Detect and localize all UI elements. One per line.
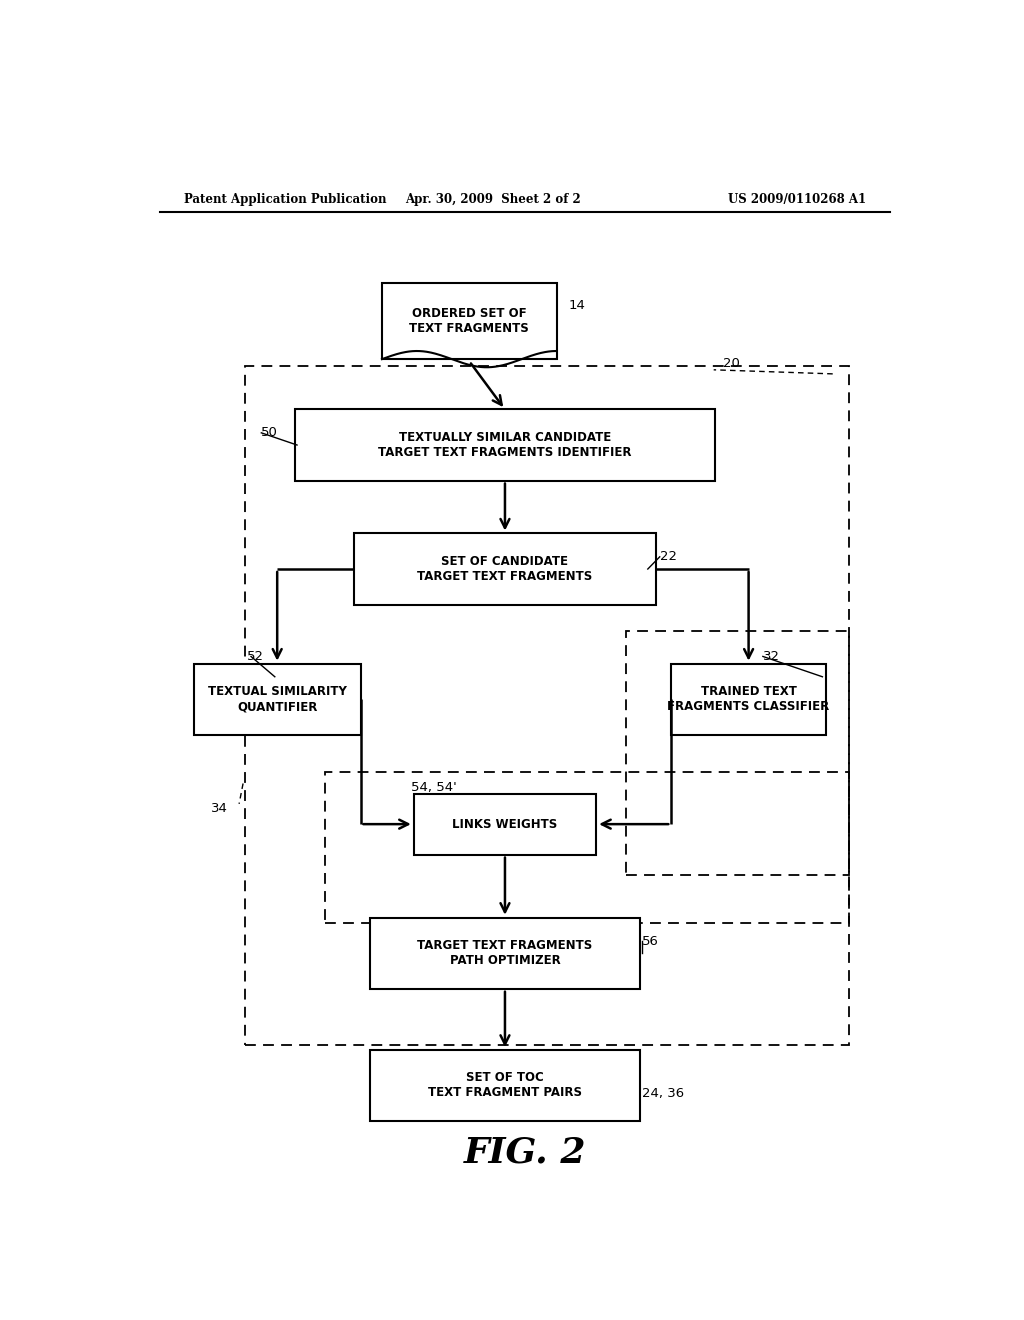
Text: Patent Application Publication: Patent Application Publication bbox=[183, 193, 386, 206]
Text: 32: 32 bbox=[763, 649, 780, 663]
Bar bbox=[370, 917, 640, 989]
Text: TRAINED TEXT
FRAGMENTS CLASSIFIER: TRAINED TEXT FRAGMENTS CLASSIFIER bbox=[668, 685, 829, 713]
Text: SET OF TOC
TEXT FRAGMENT PAIRS: SET OF TOC TEXT FRAGMENT PAIRS bbox=[428, 1072, 582, 1100]
Text: 22: 22 bbox=[659, 550, 677, 564]
Bar bbox=[627, 631, 849, 875]
Text: LINKS WEIGHTS: LINKS WEIGHTS bbox=[453, 817, 558, 830]
Text: SET OF CANDIDATE
TARGET TEXT FRAGMENTS: SET OF CANDIDATE TARGET TEXT FRAGMENTS bbox=[418, 554, 593, 583]
Text: TEXTUAL SIMILARITY
QUANTIFIER: TEXTUAL SIMILARITY QUANTIFIER bbox=[208, 685, 347, 713]
Text: ORDERED SET OF
TEXT FRAGMENTS: ORDERED SET OF TEXT FRAGMENTS bbox=[410, 308, 529, 335]
Bar bbox=[382, 282, 557, 359]
Bar bbox=[295, 409, 715, 480]
Text: US 2009/0110268 A1: US 2009/0110268 A1 bbox=[728, 193, 866, 206]
Text: 56: 56 bbox=[642, 935, 659, 948]
Text: 34: 34 bbox=[211, 803, 228, 816]
Text: 24, 36: 24, 36 bbox=[642, 1086, 684, 1100]
Bar bbox=[671, 664, 826, 735]
Text: FIG. 2: FIG. 2 bbox=[464, 1135, 586, 1170]
Text: TEXTUALLY SIMILAR CANDIDATE
TARGET TEXT FRAGMENTS IDENTIFIER: TEXTUALLY SIMILAR CANDIDATE TARGET TEXT … bbox=[378, 432, 632, 459]
Text: 20: 20 bbox=[723, 356, 740, 370]
Text: 14: 14 bbox=[568, 300, 586, 313]
Text: 50: 50 bbox=[261, 426, 279, 440]
Text: Apr. 30, 2009  Sheet 2 of 2: Apr. 30, 2009 Sheet 2 of 2 bbox=[406, 193, 581, 206]
Text: TARGET TEXT FRAGMENTS
PATH OPTIMIZER: TARGET TEXT FRAGMENTS PATH OPTIMIZER bbox=[418, 940, 593, 968]
Bar bbox=[246, 366, 849, 1044]
Text: 54, 54': 54, 54' bbox=[411, 781, 457, 795]
Bar bbox=[354, 533, 655, 605]
Bar bbox=[325, 772, 849, 923]
Text: 52: 52 bbox=[247, 649, 264, 663]
Bar bbox=[414, 793, 596, 854]
Bar bbox=[194, 664, 360, 735]
Bar bbox=[370, 1049, 640, 1121]
